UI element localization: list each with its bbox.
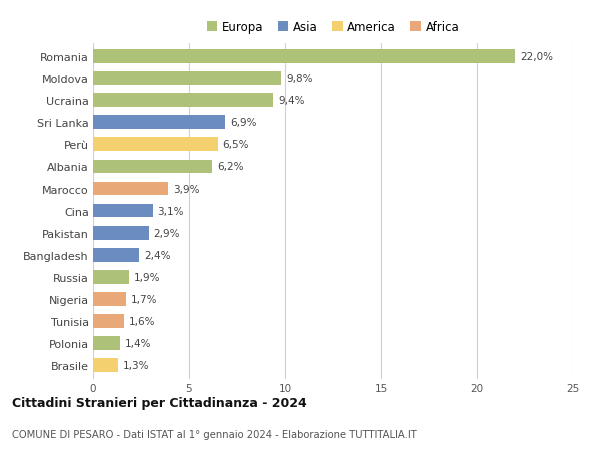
Bar [93, 204, 152, 218]
Text: 3,1%: 3,1% [157, 206, 184, 216]
Text: 9,8%: 9,8% [286, 74, 313, 84]
Text: 22,0%: 22,0% [520, 52, 553, 62]
Legend: Europa, Asia, America, Africa: Europa, Asia, America, Africa [206, 22, 460, 34]
Text: 1,4%: 1,4% [125, 338, 151, 348]
Bar [93, 182, 168, 196]
Text: 3,9%: 3,9% [173, 184, 199, 194]
Bar [93, 248, 139, 262]
Text: 9,4%: 9,4% [278, 96, 305, 106]
Bar [93, 314, 124, 328]
Text: 2,4%: 2,4% [144, 250, 170, 260]
Bar [93, 72, 281, 86]
Bar [93, 226, 149, 240]
Text: 6,5%: 6,5% [223, 140, 249, 150]
Text: Cittadini Stranieri per Cittadinanza - 2024: Cittadini Stranieri per Cittadinanza - 2… [12, 396, 307, 409]
Bar [93, 116, 226, 130]
Text: 6,2%: 6,2% [217, 162, 244, 172]
Text: 1,9%: 1,9% [134, 272, 161, 282]
Text: 1,3%: 1,3% [123, 360, 149, 370]
Bar [93, 358, 118, 372]
Bar [93, 50, 515, 64]
Bar [93, 94, 274, 108]
Bar [93, 292, 125, 306]
Text: 6,9%: 6,9% [230, 118, 257, 128]
Bar [93, 270, 130, 284]
Text: 1,7%: 1,7% [130, 294, 157, 304]
Text: 1,6%: 1,6% [128, 316, 155, 326]
Bar [93, 160, 212, 174]
Text: 2,9%: 2,9% [154, 228, 180, 238]
Bar [93, 138, 218, 152]
Text: COMUNE DI PESARO - Dati ISTAT al 1° gennaio 2024 - Elaborazione TUTTITALIA.IT: COMUNE DI PESARO - Dati ISTAT al 1° genn… [12, 429, 417, 439]
Bar [93, 336, 120, 350]
